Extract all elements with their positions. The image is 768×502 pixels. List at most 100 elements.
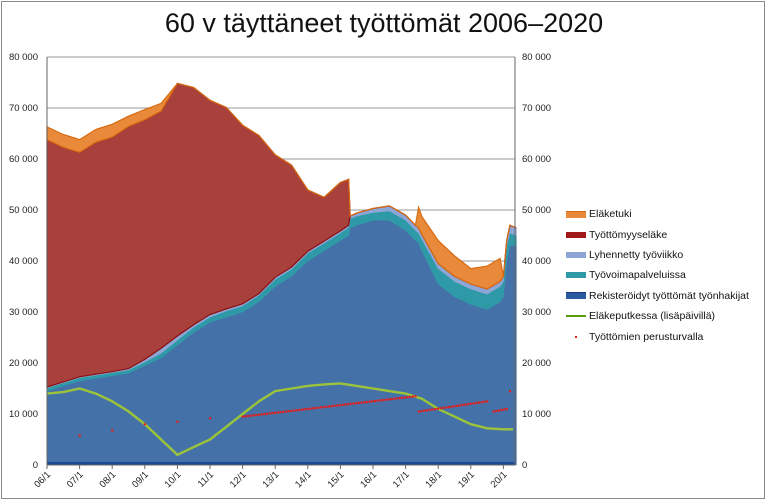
dot-perusturva [503, 408, 506, 411]
dot-perusturva [461, 403, 464, 407]
x-tick-label: 11/1 [196, 469, 216, 489]
x-tick-label: 08/1 [97, 469, 118, 490]
y-tick-label-right: 60 000 [522, 154, 551, 165]
legend-label: Lyhennetty työviikko [589, 248, 684, 261]
dot-perusturva [373, 399, 377, 403]
dot-perusturva [244, 415, 247, 418]
dot-perusturva [371, 400, 374, 403]
dot-perusturva [423, 409, 426, 412]
dot-perusturva [417, 410, 420, 413]
dot-perusturva [475, 401, 478, 405]
dot-perusturva [466, 403, 470, 406]
dot-perusturva [319, 406, 323, 409]
y-tick-label-left: 20 000 [9, 358, 38, 369]
dot-perusturva [249, 414, 252, 417]
dot-perusturva [311, 407, 314, 410]
dot-perusturva [333, 404, 336, 407]
y-tick-label-left: 70 000 [9, 103, 38, 114]
dot-perusturva [472, 402, 475, 405]
dot-perusturva [458, 404, 461, 407]
legend-swatch [566, 210, 586, 218]
dot-perusturva [445, 406, 448, 409]
dot-perusturva [450, 405, 453, 408]
dot-perusturva [287, 410, 290, 413]
line-elakeputki [46, 382, 514, 457]
dot-perusturva [276, 411, 279, 414]
y-tick-label-right: 50 000 [522, 205, 551, 216]
dot-perusturva [143, 423, 146, 426]
legend-label: Rekisteröidyt työttömät työnhakijat [589, 289, 749, 302]
dot-perusturva [469, 402, 472, 405]
legend-item-rekisteroidyt: Rekisteröidyt työttömät työnhakijat [566, 286, 749, 306]
dot-perusturva [290, 409, 293, 413]
dot-perusturva [500, 408, 503, 412]
y-tick-label-left: 40 000 [9, 256, 38, 267]
area-4 [46, 82, 517, 290]
dot-perusturva [252, 414, 255, 417]
y-tick-label-right: 70 000 [522, 103, 551, 114]
dot-perusturva [241, 415, 244, 418]
legend-item-perusturva: Työttömien perusturvalla [566, 326, 749, 346]
dot-perusturva [447, 405, 450, 409]
dot-perusturva [295, 409, 298, 412]
dot-perusturva [368, 400, 371, 403]
x-tick-label: 15/1 [326, 469, 347, 490]
legend-swatch [566, 272, 586, 279]
dot-perusturva [209, 417, 212, 420]
dot-perusturva [408, 395, 412, 398]
y-tick-label-left: 30 000 [9, 307, 38, 318]
dot-perusturva [260, 413, 263, 416]
dot-perusturva [406, 396, 409, 399]
y-tick-label-right: 0 [522, 460, 527, 471]
x-tick-label: 07/1 [65, 469, 86, 490]
dot-perusturva [455, 404, 459, 407]
x-tick-label: 06/1 [32, 469, 53, 490]
x-tick-label: 16/1 [358, 469, 379, 490]
x-tick-label: 20/1 [489, 469, 510, 490]
dot-perusturva [390, 398, 393, 401]
dot-perusturva [257, 413, 260, 416]
legend-swatch [566, 231, 586, 238]
x-tick-label: 17/1 [391, 469, 412, 490]
legend-swatch [566, 251, 586, 258]
dot-perusturva [325, 405, 328, 408]
y-tick-label-left: 60 000 [9, 154, 38, 165]
x-tick-label: 12/1 [228, 469, 249, 490]
dot-perusturva [317, 406, 320, 409]
legend-swatch [566, 334, 586, 340]
dot-perusturva [442, 406, 445, 409]
dot-perusturva [176, 420, 179, 423]
dot-perusturva [265, 412, 269, 415]
dot-perusturva [292, 409, 296, 412]
dot-perusturva [279, 411, 282, 414]
y-tick-label-right: 30 000 [522, 307, 551, 318]
dot-perusturva [341, 403, 344, 406]
dot-perusturva [360, 401, 363, 404]
x-tick-label: 14/1 [293, 469, 314, 490]
dot-perusturva [495, 409, 498, 413]
x-tick-label: 18/1 [423, 469, 444, 490]
dot-perusturva [400, 396, 404, 399]
dot-perusturva [352, 402, 355, 405]
dot-perusturva [284, 410, 287, 413]
dot-perusturva [376, 399, 379, 402]
dot-perusturva [314, 406, 317, 410]
dot-perusturva [263, 413, 266, 416]
dot-perusturva [420, 410, 423, 413]
dot-perusturva [344, 403, 347, 406]
x-tick-label: 10/1 [163, 469, 184, 490]
dot-perusturva [480, 401, 483, 404]
dot-perusturva [303, 408, 306, 411]
dot-perusturva [246, 414, 250, 418]
dot-perusturva [309, 407, 312, 410]
dot-perusturva [398, 397, 401, 400]
dot-perusturva [464, 403, 467, 406]
dot-perusturva [439, 407, 442, 410]
dot-perusturva [497, 409, 501, 412]
dot-perusturva [273, 411, 277, 414]
dot-perusturva [387, 398, 390, 401]
dot-perusturva [336, 404, 339, 407]
dot-perusturva [505, 407, 508, 411]
